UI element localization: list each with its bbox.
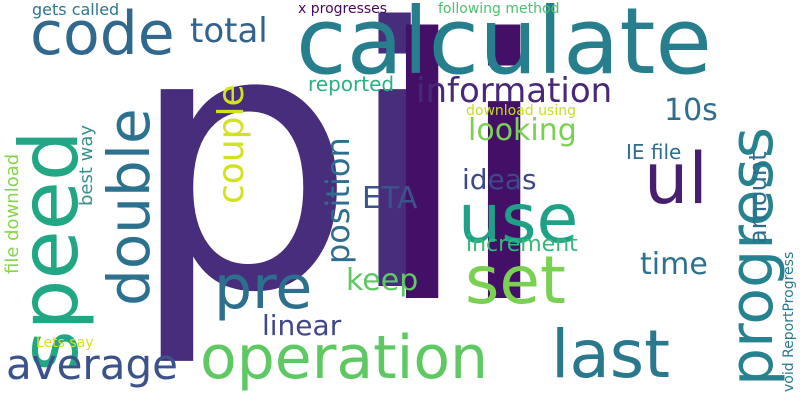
word-linear: linear: [262, 309, 342, 342]
word-set: set: [465, 242, 566, 319]
word-couple: couple: [211, 84, 252, 204]
word-lets-say: Lets say: [36, 335, 94, 351]
word-keep: keep: [346, 263, 419, 298]
word-ul: ul: [644, 138, 708, 220]
word-pi: pi: [128, 0, 445, 371]
word-average: average: [6, 340, 178, 389]
word-calculate: calculate: [296, 0, 713, 95]
word-looking: looking: [468, 113, 577, 148]
word-increment: increment: [466, 232, 578, 257]
word-void-reportprogress: void ReportProgress: [781, 251, 797, 392]
word-double: double: [95, 108, 163, 306]
word-10s: 10s: [664, 93, 718, 128]
word-best-way: best way: [76, 124, 97, 206]
word-information: information: [416, 71, 613, 111]
word-ideas: ideas: [462, 163, 537, 196]
word-x-progresses: x progresses: [298, 1, 388, 17]
word-total: total: [190, 11, 268, 51]
word-eta: ETA: [362, 181, 418, 216]
word-reported: reported: [308, 72, 395, 96]
word-file-download: file download: [2, 153, 23, 274]
word-pre: pre: [214, 253, 313, 323]
word-last: last: [551, 316, 671, 393]
word-ie-file: IE file: [626, 140, 682, 164]
word-following-method: following method: [438, 1, 560, 17]
word-operation: operation: [200, 323, 489, 393]
word-amount: amount: [744, 151, 772, 244]
word-position: position: [319, 137, 357, 264]
word-download-using: download using: [466, 103, 576, 119]
word-time: time: [640, 247, 708, 282]
word-code: code: [30, 0, 175, 69]
word-gets-called: gets called: [32, 0, 120, 19]
word-use: use: [458, 180, 579, 259]
word-li: li: [372, 0, 554, 383]
